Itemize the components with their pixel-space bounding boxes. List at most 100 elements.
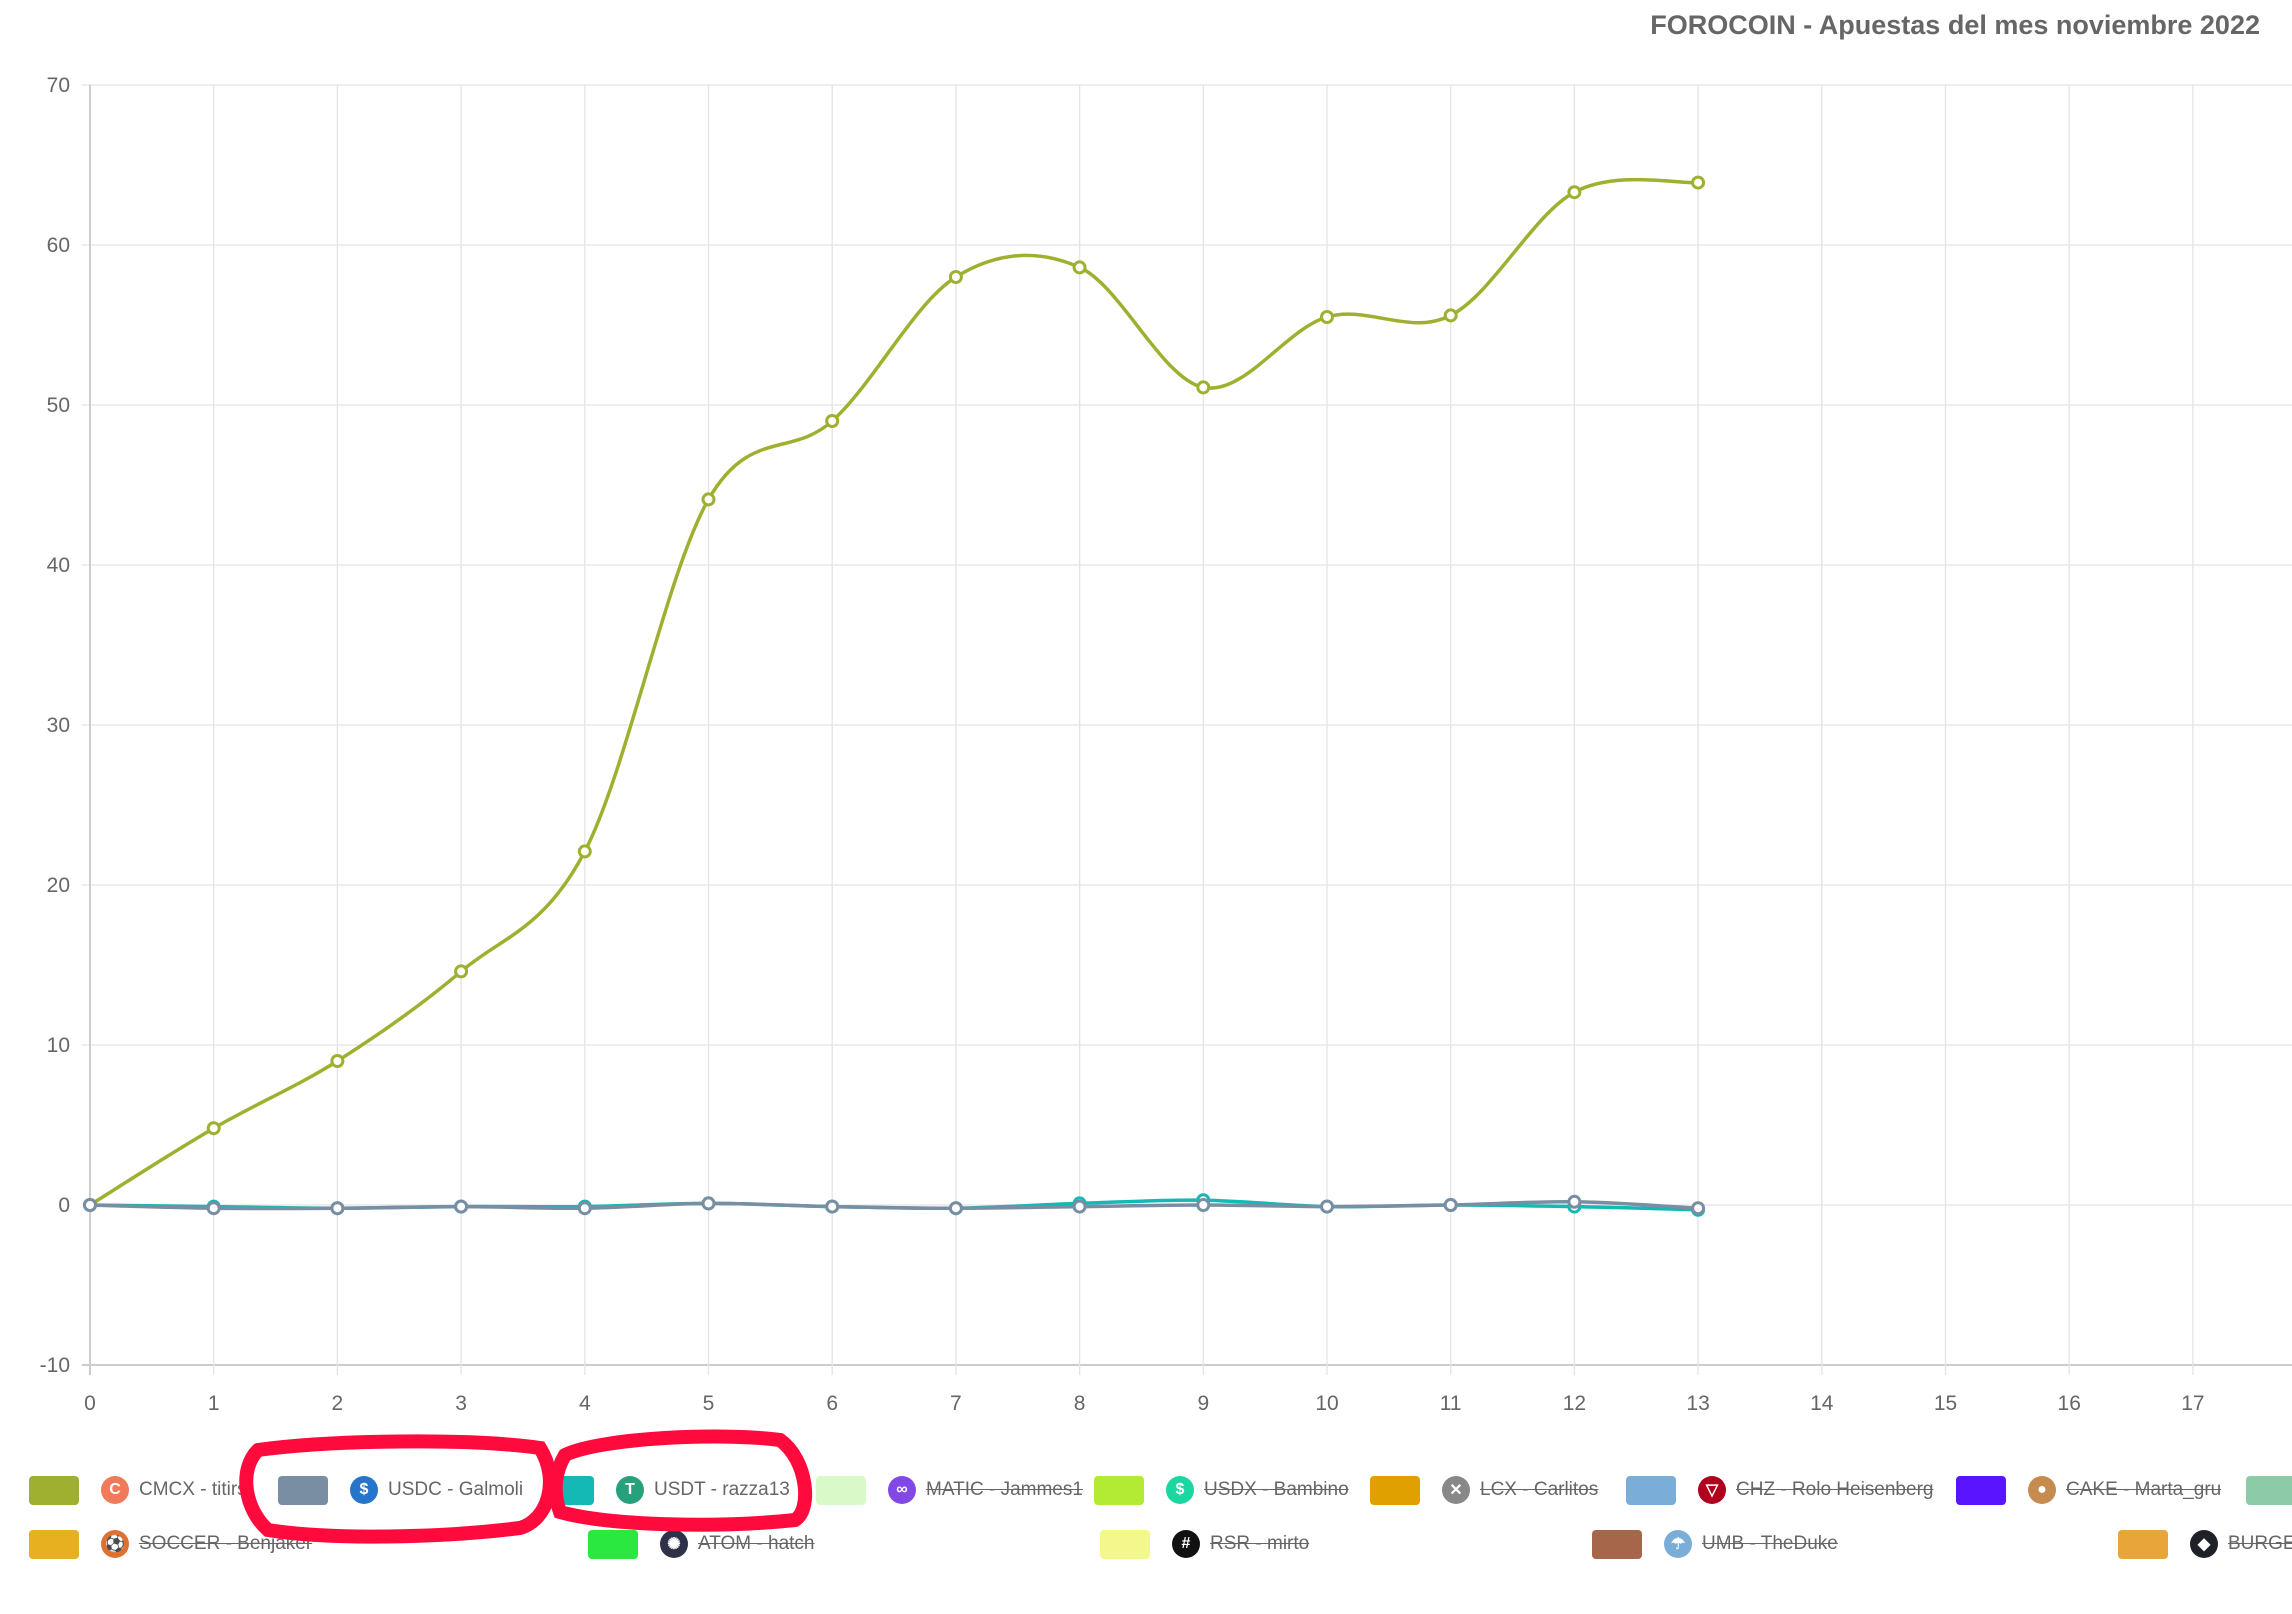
legend-label: USDC - Galmoli [388,1479,524,1500]
x-tick-label: 14 [1810,1392,1834,1415]
data-point [701,492,716,507]
data-point [1567,185,1582,200]
x-tick-label: 17 [2181,1392,2204,1415]
legend-label: UMB - TheDuke [1702,1533,1838,1554]
data-point [1320,310,1334,324]
x-tick-label: 0 [84,1392,96,1415]
x-tick-label: 1 [208,1392,220,1415]
legend-color-swatch [1956,1475,2006,1505]
legend-item[interactable]: ✕ LCX - Carlitos [1370,1475,1598,1505]
legend-color-swatch [816,1475,866,1505]
y-tick-label: 60 [47,234,70,257]
legend-color-swatch [588,1529,638,1559]
legend-color-swatch [278,1475,328,1505]
legend-label: SOCCER - Benjaker [139,1533,313,1554]
usdc-icon: $ [350,1476,378,1504]
legend-label: CMCX - titirs [139,1479,247,1500]
legend-item[interactable]: $ USDX - Bambino [1094,1475,1349,1505]
chz-icon: ▽ [1698,1476,1726,1504]
data-point [206,1201,221,1216]
data-point [330,1201,345,1216]
burger-icon: ◆ [2190,1530,2218,1558]
data-point [1320,1199,1334,1214]
data-point [330,1054,345,1068]
legend-item[interactable]: T USDT - razza13 [544,1475,790,1505]
x-tick-label: 4 [579,1392,591,1415]
legend-label: LCX - Carlitos [1480,1479,1599,1500]
y-tick-label: 40 [47,554,70,577]
x-tick-label: 12 [1563,1392,1586,1415]
series-line [89,1199,1699,1211]
rsr-icon: # [1172,1530,1200,1558]
atom-icon: ✺ [660,1530,688,1558]
y-tick-label: 10 [47,1034,70,1057]
x-tick-label: 15 [1934,1392,1957,1415]
legend-item[interactable]: ✺ ATOM - hatch [588,1529,815,1559]
legend-item[interactable]: ∞ MATIC - Jammes1 [816,1475,1083,1505]
legend-label: BURGER [2228,1533,2292,1554]
cmcx-icon: C [101,1476,129,1504]
legend-item[interactable]: # RSR - mirto [1100,1529,1309,1559]
data-point [206,1121,221,1136]
data-point [1443,1198,1458,1212]
legend-color-swatch [1100,1529,1150,1559]
legend-color-swatch [29,1475,79,1505]
y-tick-label: 0 [58,1194,70,1217]
x-tick-label: 5 [703,1392,715,1415]
legend-color-swatch [2246,1475,2292,1505]
data-point [701,1196,716,1211]
legend-item[interactable]: $ USDC - Galmoli [278,1475,523,1505]
legend-color-swatch [1592,1529,1642,1559]
x-tick-label: 2 [332,1392,344,1415]
legend-item[interactable]: ◆ BURGER [2118,1529,2292,1559]
data-point [1072,1199,1087,1214]
data-point [825,414,840,428]
data-point [1691,1201,1706,1216]
legend-item[interactable]: ☂ UMB - TheDuke [1592,1529,1838,1559]
data-point [1691,175,1706,190]
legend-item[interactable]: ⚽ SOCCER - Benjaker [29,1529,312,1559]
data-point [577,1201,592,1216]
usdt-icon: T [616,1476,644,1504]
data-point [454,1199,469,1214]
legend-color-swatch [2118,1529,2168,1559]
legend-color-swatch [1370,1475,1420,1505]
data-point [1443,308,1458,323]
usdx-icon: $ [1166,1476,1194,1504]
data-point [1196,380,1211,395]
legend-label: USDX - Bambino [1204,1479,1349,1500]
legend-item[interactable]: ▽ CHZ - Rolo Heisenberg [1626,1475,1933,1505]
data-point [454,964,469,979]
y-tick-label: 50 [47,394,70,417]
x-tick-label: 9 [1197,1392,1209,1415]
x-tick-label: 8 [1074,1392,1086,1415]
series-line [89,177,1699,1207]
legend-item[interactable] [2246,1475,2292,1505]
legend-label: MATIC - Jammes1 [926,1479,1083,1500]
y-tick-label: 20 [47,874,70,897]
x-tick-label: 16 [2058,1392,2081,1415]
y-tick-label: -10 [40,1354,70,1377]
data-point [1196,1198,1211,1212]
x-tick-label: 10 [1315,1392,1338,1415]
legend-label: RSR - mirto [1210,1533,1310,1554]
chart-title: FOROCOIN - Apuestas del mes noviembre 20… [1650,10,2260,40]
legend-label: USDT - razza13 [654,1479,790,1500]
data-point [825,1199,840,1214]
legend-label: CAKE - Marta_gru [2066,1479,2222,1500]
lcx-icon: ✕ [1442,1476,1470,1504]
x-tick-label: 6 [826,1392,838,1415]
legend-color-swatch [1626,1475,1676,1505]
x-tick-label: 11 [1440,1392,1462,1415]
x-tick-label: 13 [1686,1392,1709,1415]
data-point [83,1198,97,1212]
umb-icon: ☂ [1664,1530,1692,1558]
legend-color-swatch [544,1475,594,1505]
soccer-icon: ⚽ [101,1530,129,1558]
legend-color-swatch [29,1529,79,1559]
legend-item[interactable]: C CMCX - titirs [29,1475,247,1505]
y-tick-label: 30 [47,714,70,737]
x-tick-label: 7 [950,1392,962,1415]
legend-item[interactable]: ● CAKE - Marta_gru [1956,1475,2221,1505]
